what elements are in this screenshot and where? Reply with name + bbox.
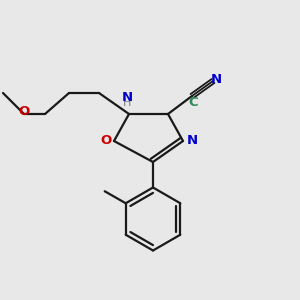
Text: N: N [211,73,222,86]
Text: O: O [18,105,30,118]
Text: O: O [100,134,111,148]
Text: N: N [186,134,198,148]
Text: C: C [189,95,198,109]
Text: H: H [123,98,132,108]
Text: N: N [122,91,133,104]
